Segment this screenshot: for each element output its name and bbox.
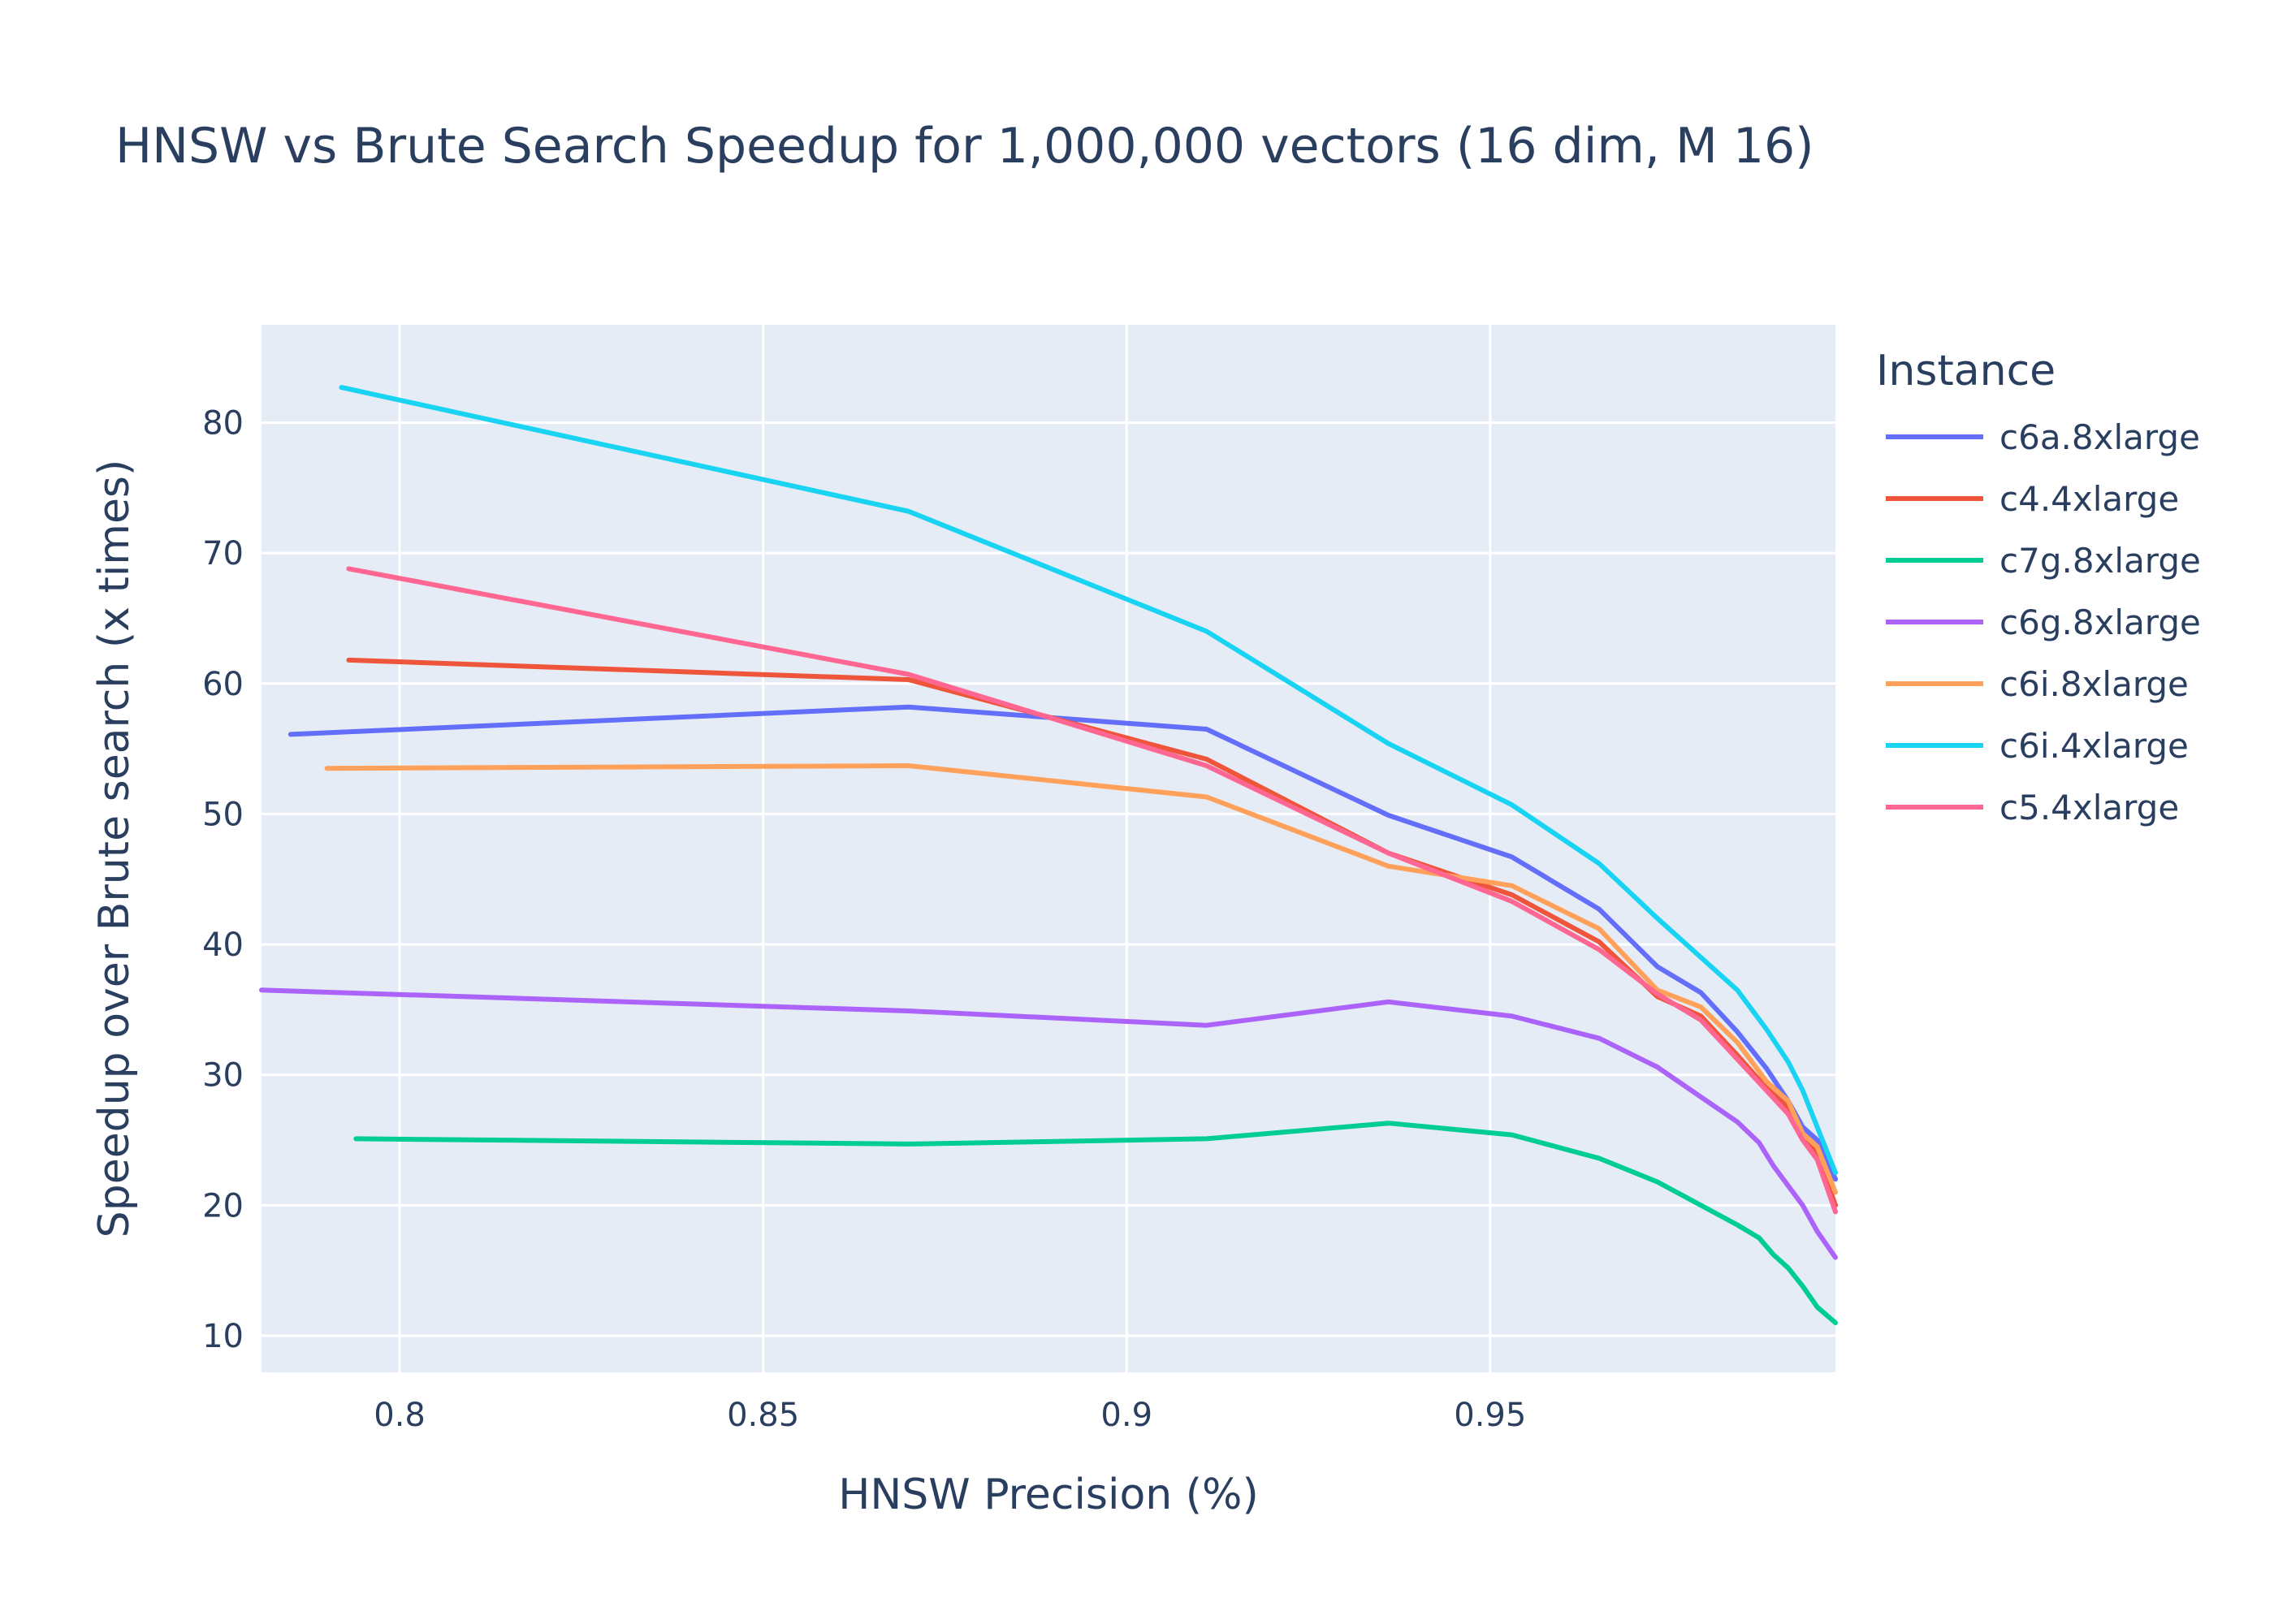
y-tick-label: 10 [202,1318,244,1355]
legend-title: Instance [1876,347,2056,395]
legend: Instance c6a.8xlarge c4.4xlarge c7g.8xlarg… [1876,347,2201,827]
legend-label: c6i.8xlarge [1999,664,2189,704]
legend-label: c5.4xlarge [1999,788,2179,827]
y-tick-label: 50 [202,796,244,833]
legend-item[interactable]: c6g.8xlarge [1886,603,2201,642]
x-tick-label: 0.9 [1100,1397,1152,1434]
y-tick-label: 80 [202,404,244,442]
chart-title: HNSW vs Brute Search Speedup for 1,000,0… [115,118,1814,175]
legend-item[interactable]: c7g.8xlarge [1886,541,2201,581]
legend-items: c6a.8xlarge c4.4xlarge c7g.8xlarge c6g.8xla… [1886,417,2201,827]
legend-item[interactable]: c4.4xlarge [1886,479,2179,519]
series-line-c6i-4xlarge [339,385,1838,1176]
y-tick-label: 40 [202,926,244,964]
y-tick-label: 20 [202,1187,244,1224]
legend-item[interactable]: c5.4xlarge [1886,788,2179,827]
legend-label: c6a.8xlarge [1999,417,2200,457]
legend-item[interactable]: c6i.8xlarge [1886,664,2189,704]
y-tick-label: 30 [202,1057,244,1095]
legend-item[interactable]: c6a.8xlarge [1886,417,2200,457]
series-line-c7g-8xlarge [353,1121,1838,1325]
legend-item[interactable]: c6i.4xlarge [1886,726,2189,766]
x-tick-label: 0.95 [1454,1397,1526,1434]
x-tick-label: 0.85 [727,1397,799,1434]
plot-area [262,325,1835,1372]
legend-label: c6i.4xlarge [1999,726,2189,766]
series-line-c5-4xlarge [346,566,1838,1215]
x-axis-title: HNSW Precision (%) [838,1471,1259,1519]
y-tick-label: 60 [202,666,244,703]
series-lines [259,385,1838,1325]
y-tick-label: 70 [202,535,244,572]
series-line-c6i-8xlarge [324,763,1838,1195]
legend-label: c4.4xlarge [1999,479,2179,519]
x-axis-ticks: 0.8 0.85 0.9 0.95 [374,1397,1526,1434]
y-gridlines [262,421,1835,1337]
y-axis-ticks: 10 20 30 40 50 60 70 80 [202,404,244,1355]
series-line-c6g-8xlarge [259,987,1838,1260]
legend-label: c7g.8xlarge [1999,541,2201,581]
legend-label: c6g.8xlarge [1999,603,2201,642]
x-tick-label: 0.8 [374,1397,426,1434]
y-axis-title: Speedup over Brute search (x times) [90,460,139,1238]
